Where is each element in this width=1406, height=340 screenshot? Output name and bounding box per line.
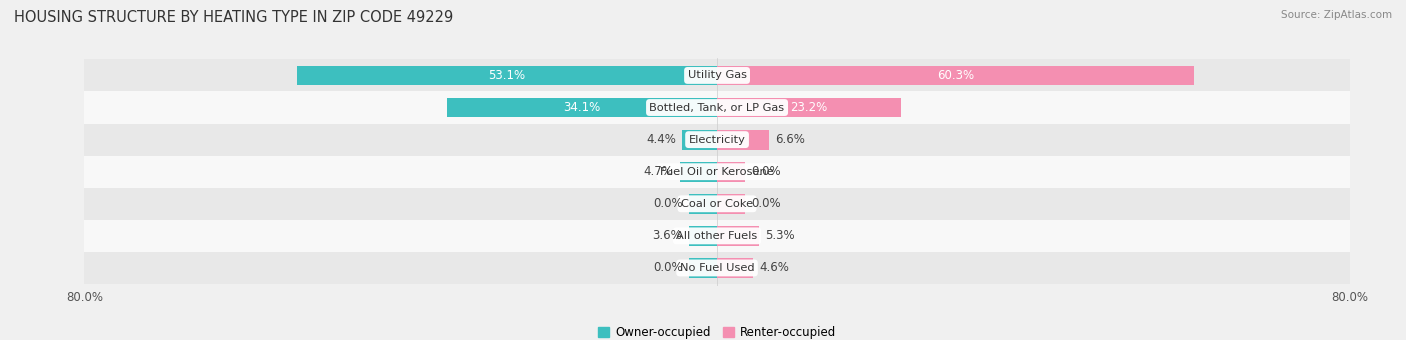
Text: 5.3%: 5.3% xyxy=(765,230,794,242)
Text: 0.0%: 0.0% xyxy=(654,261,683,274)
Text: 60.3%: 60.3% xyxy=(936,69,974,82)
Text: Coal or Coke: Coal or Coke xyxy=(681,199,754,209)
Text: Bottled, Tank, or LP Gas: Bottled, Tank, or LP Gas xyxy=(650,103,785,113)
Bar xyxy=(84,123,1350,156)
Text: 3.6%: 3.6% xyxy=(652,230,682,242)
Text: 0.0%: 0.0% xyxy=(654,197,683,210)
Bar xyxy=(717,162,745,182)
Text: No Fuel Used: No Fuel Used xyxy=(679,263,755,273)
Legend: Owner-occupied, Renter-occupied: Owner-occupied, Renter-occupied xyxy=(593,321,841,340)
Bar xyxy=(717,98,901,118)
Bar xyxy=(84,252,1350,284)
Text: 6.6%: 6.6% xyxy=(776,133,806,146)
Text: 0.0%: 0.0% xyxy=(751,165,780,178)
Text: 4.7%: 4.7% xyxy=(644,165,673,178)
Text: Source: ZipAtlas.com: Source: ZipAtlas.com xyxy=(1281,10,1392,20)
Bar xyxy=(84,59,1350,91)
Bar xyxy=(717,258,754,278)
Text: 4.4%: 4.4% xyxy=(647,133,676,146)
Text: HOUSING STRUCTURE BY HEATING TYPE IN ZIP CODE 49229: HOUSING STRUCTURE BY HEATING TYPE IN ZIP… xyxy=(14,10,453,25)
Bar xyxy=(689,194,717,214)
Text: 34.1%: 34.1% xyxy=(564,101,600,114)
Text: Utility Gas: Utility Gas xyxy=(688,70,747,81)
Bar xyxy=(682,130,717,150)
Text: Fuel Oil or Kerosene: Fuel Oil or Kerosene xyxy=(661,167,773,177)
Bar xyxy=(447,98,717,118)
Bar xyxy=(84,220,1350,252)
Text: 23.2%: 23.2% xyxy=(790,101,827,114)
Bar xyxy=(717,226,759,246)
Text: Electricity: Electricity xyxy=(689,135,745,144)
Bar xyxy=(84,91,1350,123)
Bar xyxy=(689,258,717,278)
Bar xyxy=(717,66,1194,85)
Bar xyxy=(717,130,769,150)
Bar xyxy=(717,194,745,214)
Text: All other Fuels: All other Fuels xyxy=(676,231,758,241)
Bar xyxy=(297,66,717,85)
Bar xyxy=(84,188,1350,220)
Bar xyxy=(681,162,717,182)
Bar xyxy=(689,226,717,246)
Bar xyxy=(84,156,1350,188)
Text: 4.6%: 4.6% xyxy=(759,261,790,274)
Text: 53.1%: 53.1% xyxy=(488,69,526,82)
Text: 0.0%: 0.0% xyxy=(751,197,780,210)
